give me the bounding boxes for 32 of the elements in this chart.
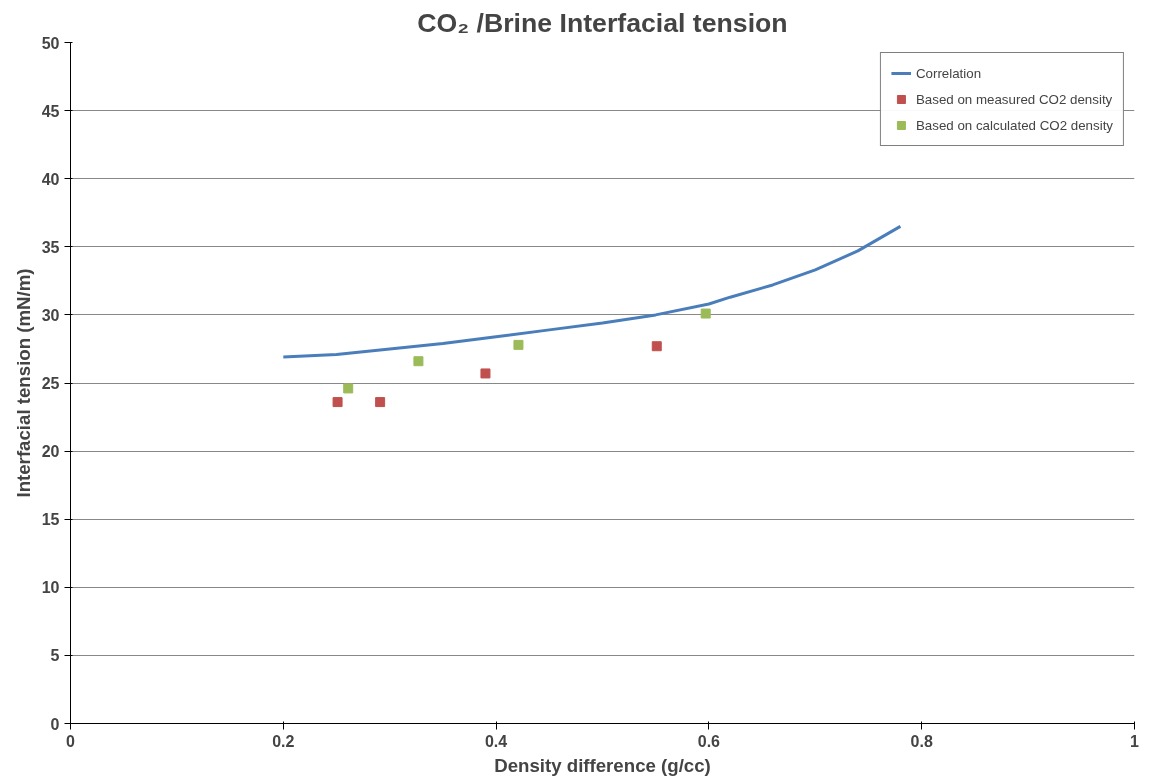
point — [700, 308, 711, 319]
line-series — [281, 224, 902, 359]
y-tick-label: 45 — [41, 102, 60, 120]
y-tick-label: 0 — [50, 715, 60, 733]
point — [375, 397, 386, 408]
legend-label: Correlation — [915, 65, 982, 81]
y-tick-label: 20 — [41, 443, 60, 461]
chart-title: CO₂ /Brine Interfacial tension — [417, 7, 788, 38]
x-tick-label: 0.8 — [910, 732, 933, 750]
point — [332, 397, 343, 408]
x-axis-title: Density difference (g/cc) — [494, 754, 711, 776]
point — [343, 383, 354, 394]
y-tick-label: 5 — [50, 647, 60, 665]
y-axis-title: Interfacial tension (mN/m) — [12, 268, 34, 498]
legend-label: Based on measured CO2 density — [915, 91, 1113, 107]
y-tick-label: 35 — [41, 238, 60, 256]
y-tick-label: 25 — [41, 375, 60, 392]
y-tick-label: 50 — [41, 34, 60, 52]
y-tick-label: 15 — [41, 511, 60, 529]
point — [513, 339, 524, 350]
legend-label: Based on calculated CO2 density — [915, 117, 1113, 133]
x-tick-label: 0.6 — [697, 732, 721, 750]
y-tick-label: 40 — [41, 170, 60, 188]
point — [651, 341, 662, 352]
point — [480, 368, 491, 379]
x-tick-label: 0.4 — [484, 732, 508, 750]
x-tick-label: 0.2 — [272, 732, 295, 750]
x-tick-label: 1 — [1130, 732, 1140, 750]
y-tick-label: 30 — [41, 306, 60, 324]
point — [413, 356, 424, 367]
y-tick-label: 10 — [41, 579, 60, 597]
x-tick-label: 0 — [66, 732, 76, 750]
